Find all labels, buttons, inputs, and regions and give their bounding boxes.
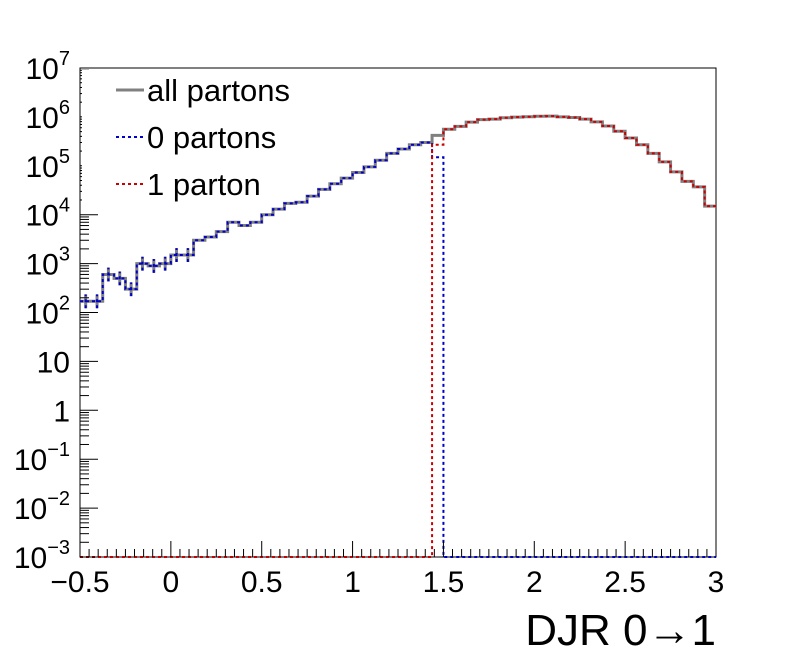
x-tick-label: 0 — [163, 566, 180, 599]
series-1-parton — [80, 115, 716, 558]
y-tick-label: 103 — [26, 244, 71, 282]
y-tick-label: 10−3 — [14, 537, 70, 575]
y-tick-label: 10 — [37, 346, 70, 379]
x-tick-label: 1.5 — [423, 566, 465, 599]
x-tick-label: 2 — [526, 566, 543, 599]
series-line — [80, 141, 716, 558]
legend-entry-label: all partons — [147, 73, 290, 108]
series-0-partons — [80, 141, 716, 558]
y-tick-label: 1 — [53, 395, 70, 428]
y-tick-label: 10−2 — [14, 488, 70, 526]
y-tick-label: 105 — [26, 146, 71, 184]
series-line — [80, 115, 716, 558]
x-tick-label: 3 — [708, 566, 725, 599]
y-tick-label: 104 — [26, 195, 71, 233]
legend-entry-label: 0 partons — [147, 120, 276, 155]
y-tick-label: 10−1 — [14, 439, 70, 477]
y-tick-label: 107 — [26, 48, 71, 86]
histogram-series-layer — [80, 114, 716, 558]
legend-entry-label: 1 parton — [147, 167, 261, 202]
x-tick-label: −0.5 — [50, 566, 109, 599]
x-tick-label: 1 — [344, 566, 361, 599]
legend: all partons 0 partons 1 parton — [82, 70, 290, 210]
axes: −0.5 0 0.5 1 1.5 2 2.5 3 10−3 10−2 10−1 1 10 102 103 10… — [14, 48, 725, 599]
legend-background — [82, 70, 254, 210]
x-axis-label: DJR 0→1 — [525, 606, 716, 655]
y-tick-label: 106 — [26, 97, 71, 135]
y-tick-label: 102 — [26, 293, 71, 331]
x-tick-label: 2.5 — [604, 566, 646, 599]
x-tick-label: 0.5 — [241, 566, 283, 599]
